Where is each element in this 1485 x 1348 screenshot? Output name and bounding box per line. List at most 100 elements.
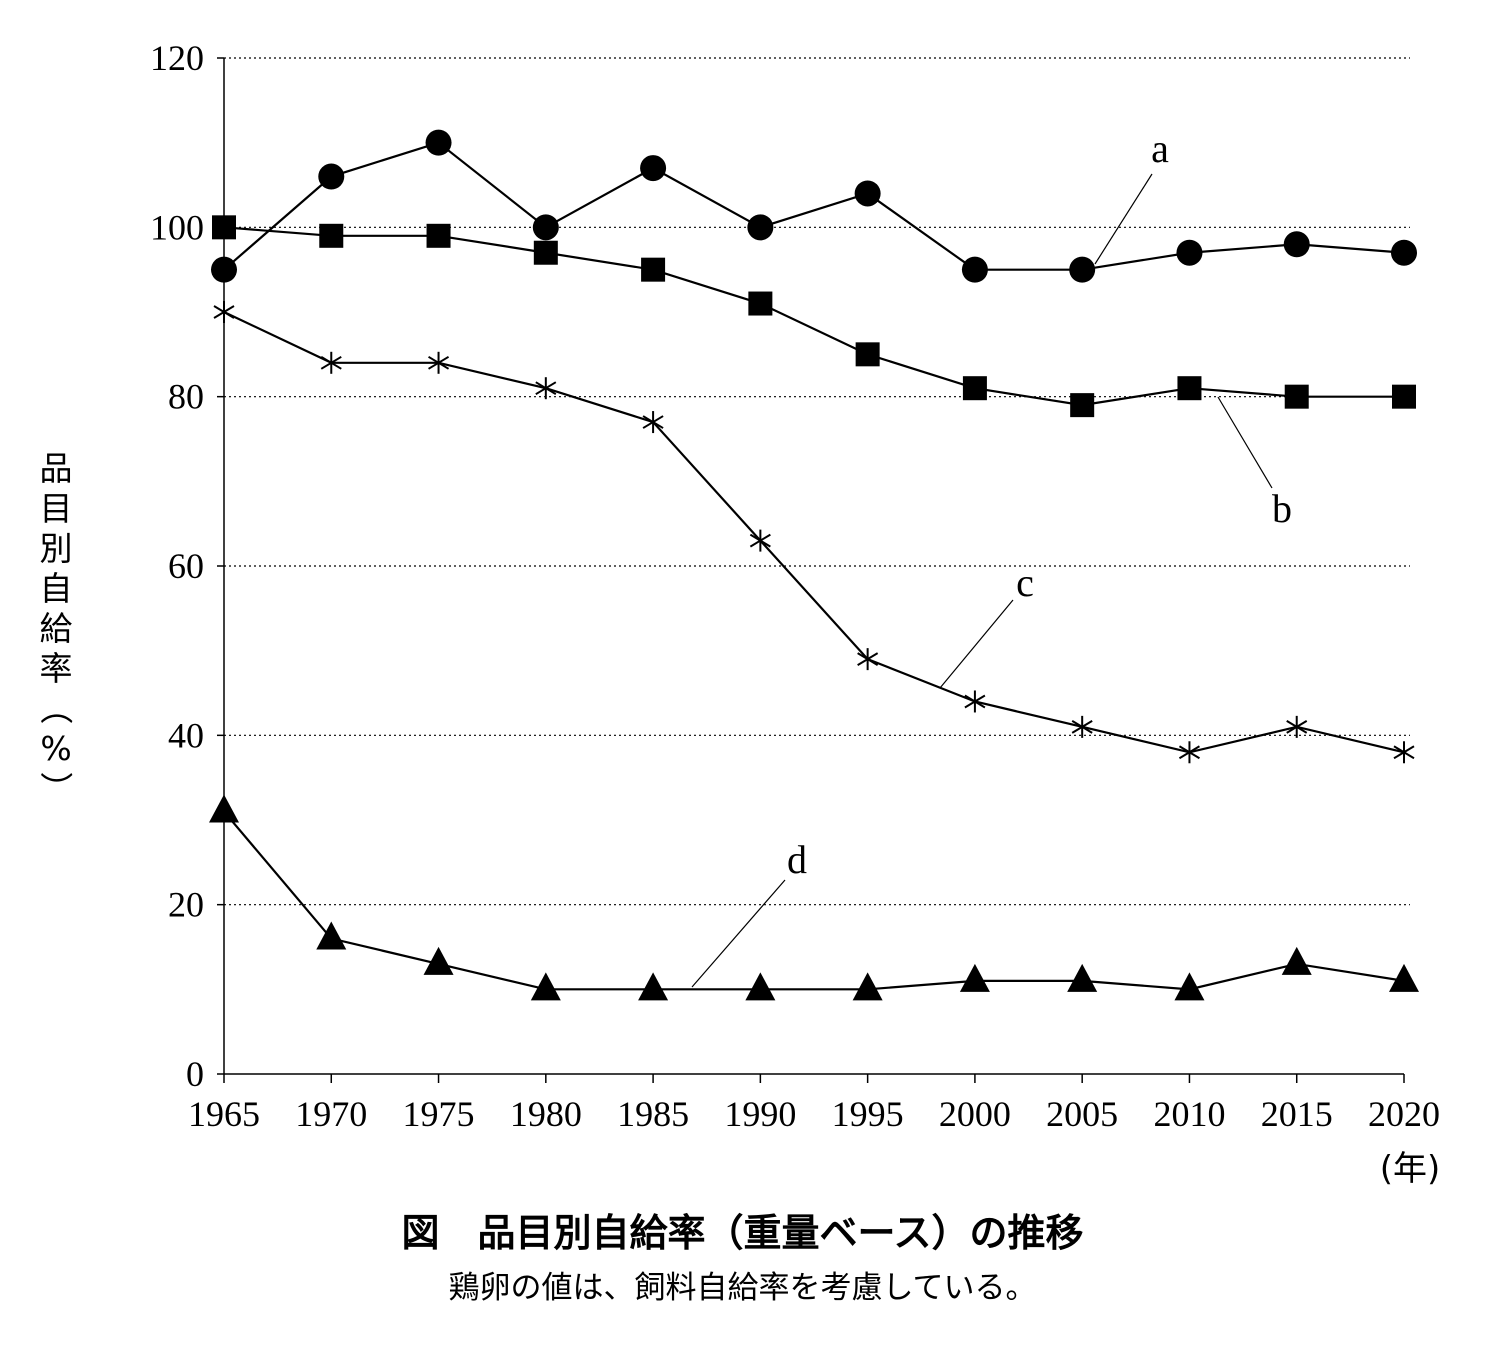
marker-square: [962, 376, 987, 401]
asterisk-stroke: [535, 381, 557, 396]
series-label-d: d: [787, 837, 807, 882]
y-axis-label-char: 別: [40, 529, 73, 568]
marker-square: [1177, 376, 1202, 401]
leader-line-a: [1094, 173, 1153, 265]
x-tick-label: 2015: [1261, 1094, 1333, 1134]
marker-square: [533, 240, 558, 265]
x-tick-label: 1970: [295, 1094, 367, 1134]
series-label-c: c: [1016, 560, 1034, 605]
marker-triangle: [530, 972, 561, 1001]
marker-circle: [640, 155, 667, 182]
marker-triangle: [1067, 963, 1098, 992]
y-tick-label: 20: [168, 885, 204, 925]
marker-asterisk: [642, 411, 664, 434]
x-tick-label: 1975: [403, 1094, 475, 1134]
asterisk-stroke: [749, 533, 771, 548]
marker-square: [426, 223, 451, 248]
x-tick-label: 1990: [724, 1094, 796, 1134]
y-axis-label-char: 品: [40, 449, 73, 488]
y-tick-label: 120: [150, 38, 204, 78]
x-axis-unit: (年): [1380, 1149, 1441, 1189]
marker-square: [319, 223, 344, 248]
x-tick-label: 2020: [1368, 1094, 1440, 1134]
marker-asterisk: [1393, 741, 1415, 764]
marker-circle: [1391, 239, 1417, 266]
asterisk-stroke: [213, 305, 235, 319]
marker-asterisk: [1286, 715, 1308, 738]
marker-circle: [318, 163, 345, 190]
y-axis-label-char: %: [40, 729, 71, 768]
marker-asterisk: [428, 351, 450, 374]
marker-asterisk: [1178, 741, 1200, 764]
marker-asterisk: [749, 529, 771, 552]
series-line-b: [223, 226, 1404, 407]
marker-triangle: [959, 963, 990, 992]
leader-line-d: [691, 879, 786, 988]
asterisk-stroke: [428, 355, 450, 370]
y-tick-label: 80: [168, 377, 204, 417]
x-tick-label: 2010: [1153, 1094, 1225, 1134]
asterisk-stroke: [1178, 745, 1200, 760]
series-labels: a b c d: [691, 126, 1292, 988]
leader-line-b: [1217, 396, 1273, 489]
marker-circle: [1069, 256, 1096, 283]
marker-asterisk: [213, 301, 235, 323]
asterisk-stroke: [964, 694, 986, 709]
chart-title: 図 品目別自給率（重量ベース）の推移: [401, 1211, 1084, 1255]
y-axis-label-char: 率: [40, 649, 73, 688]
marker-square: [212, 215, 236, 240]
asterisk-stroke: [320, 355, 342, 370]
series-line-d: [223, 810, 1405, 991]
series-line-a: [223, 141, 1405, 271]
marker-circle: [211, 256, 237, 283]
series-line-c: [223, 311, 1405, 754]
axes: 0 20 40 60 80 100 120 1965 1970 1975 1980 1985 1990 1…: [36, 38, 1440, 1134]
marker-circle: [532, 214, 559, 241]
y-axis-label-char: 目: [40, 489, 73, 528]
marker-square: [855, 342, 880, 367]
marker-square: [1070, 393, 1095, 418]
asterisk-stroke: [1393, 745, 1415, 760]
asterisk-stroke: [857, 652, 879, 666]
leader-line-c: [939, 599, 1014, 689]
x-tick-label: 1995: [832, 1094, 904, 1134]
y-axis-label-char: （: [36, 692, 75, 725]
asterisk-stroke: [642, 415, 664, 429]
y-axis-label-char: 自: [40, 569, 73, 608]
y-tick-label: 40: [168, 715, 204, 755]
asterisk-stroke: [1286, 720, 1308, 734]
marker-asterisk: [964, 690, 986, 713]
marker-triangle: [852, 972, 883, 1001]
x-tick-label: 2005: [1046, 1094, 1118, 1134]
marker-triangle: [638, 972, 669, 1001]
marker-circle: [747, 214, 774, 241]
marker-triangle: [1389, 963, 1419, 992]
marker-asterisk: [535, 377, 557, 400]
marker-triangle: [423, 946, 454, 975]
asterisk-stroke: [1071, 720, 1093, 734]
series-layer: [209, 129, 1419, 1001]
marker-triangle: [745, 972, 776, 1001]
marker-circle: [961, 256, 988, 283]
y-axis-label-char: ）: [36, 772, 75, 805]
marker-circle: [1176, 239, 1203, 266]
y-axis-label-char: 給: [40, 609, 73, 648]
chart-note: 鶏卵の値は、飼料自給率を考慮している。: [448, 1270, 1037, 1306]
marker-circle: [425, 129, 452, 156]
marker-square: [748, 291, 773, 316]
marker-asterisk: [1071, 715, 1093, 738]
y-tick-label: 100: [150, 207, 204, 247]
marker-asterisk: [857, 648, 879, 671]
gridlines: [224, 57, 1410, 906]
marker-asterisk: [320, 351, 342, 374]
marker-square: [1284, 384, 1309, 409]
marker-circle: [854, 180, 881, 207]
x-tick-label: 2000: [939, 1094, 1011, 1134]
x-tick-label: 1965: [188, 1094, 260, 1134]
marker-triangle: [316, 921, 347, 950]
series-label-a: a: [1151, 126, 1169, 171]
series-label-b: b: [1272, 486, 1292, 531]
marker-circle: [1283, 231, 1310, 258]
x-tick-label: 1985: [617, 1094, 689, 1134]
